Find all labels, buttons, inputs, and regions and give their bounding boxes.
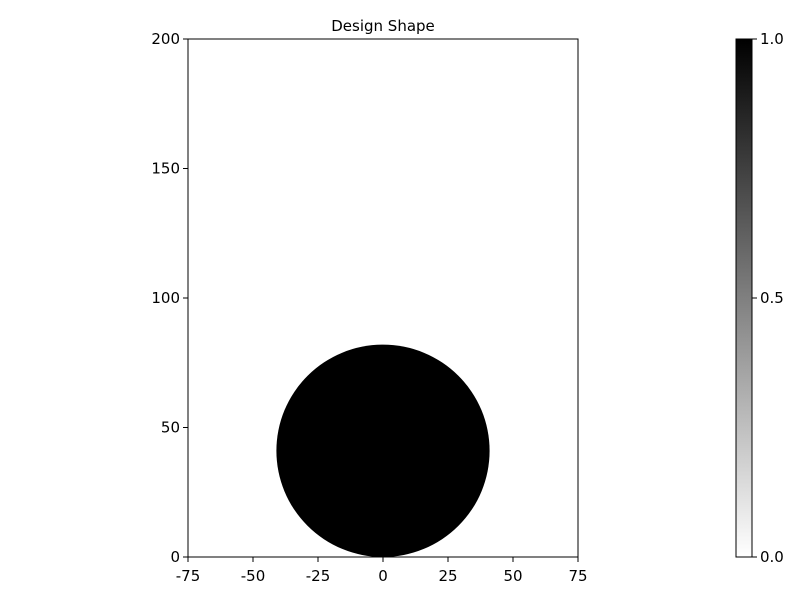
chart-title: Design Shape [331,17,435,35]
y-tick-label: 50 [161,419,180,437]
colorbar: 0.0 0.5 1.0 [735,30,784,566]
x-tick-label: 50 [503,567,522,585]
colorbar-tick-label: 0.0 [760,548,784,566]
x-tick-label: -75 [176,567,201,585]
y-tick-label: 0 [170,548,180,566]
y-axis: 0 50 100 150 200 [151,30,188,566]
colorbar-gradient [735,38,753,558]
colorbar-tick-label: 0.5 [760,289,784,307]
y-tick-label: 200 [151,30,180,48]
y-tick-label: 150 [151,160,180,178]
x-tick-label: 75 [568,567,587,585]
x-tick-label: 25 [438,567,457,585]
x-tick-label: -25 [306,567,331,585]
y-tick-label: 100 [151,289,180,307]
design-shape-region [276,344,490,557]
colorbar-ticks: 0.0 0.5 1.0 [752,30,784,566]
x-tick-label: -50 [241,567,266,585]
x-axis: -75 -50 -25 0 25 50 75 [176,557,588,585]
x-tick-label: 0 [378,567,388,585]
colorbar-tick-label: 1.0 [760,30,784,48]
